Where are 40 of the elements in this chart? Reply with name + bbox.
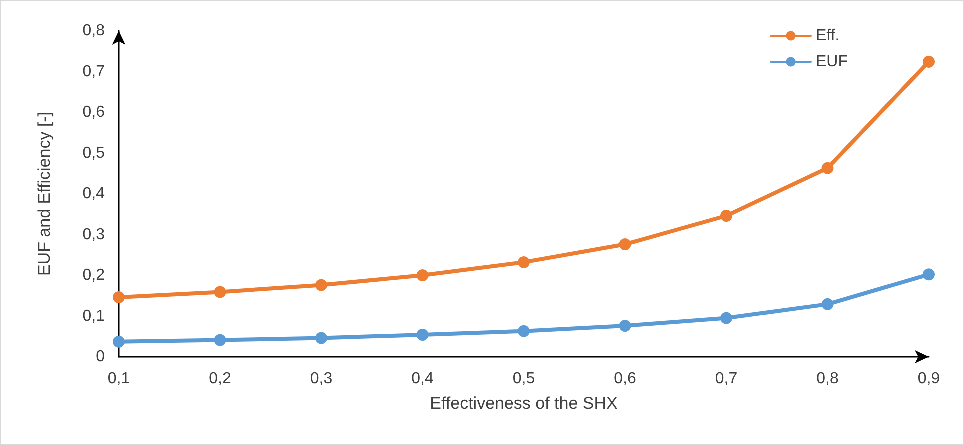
point [316,332,328,344]
point [518,325,530,338]
point [214,286,226,298]
point [619,238,632,251]
point [316,279,328,292]
y-tick-label: 0,7 [82,63,106,80]
y-tick-label: 0,4 [82,186,106,202]
x-axis-title: Effectiveness of the SHX [430,394,618,413]
x-tick-label: 0,1 [108,370,130,388]
x-tick-label: 0,6 [614,370,636,388]
y-tick-label: 0 [96,348,106,366]
x-tick-label: 0,5 [512,370,536,388]
point [822,162,834,174]
point [923,268,935,281]
x-tick-label: 0,8 [816,370,839,388]
point [416,270,429,282]
y-tick-label: 0,6 [82,104,106,121]
point [214,334,226,346]
legend-label: EUF [816,54,848,70]
y-tick-label: 0,8 [82,22,106,40]
y-axis-title: EUF and Efficiency [-] [35,112,54,276]
point [720,312,732,324]
y-tick-label: 0,1 [82,308,106,325]
point [416,329,429,341]
point [113,292,125,304]
x-tick-label: 0,4 [412,370,434,388]
x-tick-label: 0,7 [715,370,738,388]
y-tick-label: 0,2 [82,267,106,284]
point [518,256,530,268]
x-tick-label: 0,9 [918,370,940,388]
legend-label: Eff. [816,28,840,44]
point [822,298,834,310]
point [720,210,732,222]
point [923,56,935,68]
y-tick-label: 0,3 [82,226,106,244]
point [619,320,632,332]
x-tick-label: 0,2 [209,370,232,388]
y-tick-label: 0,5 [82,144,106,162]
point [113,336,125,348]
x-tick-label: 0,3 [310,370,333,388]
